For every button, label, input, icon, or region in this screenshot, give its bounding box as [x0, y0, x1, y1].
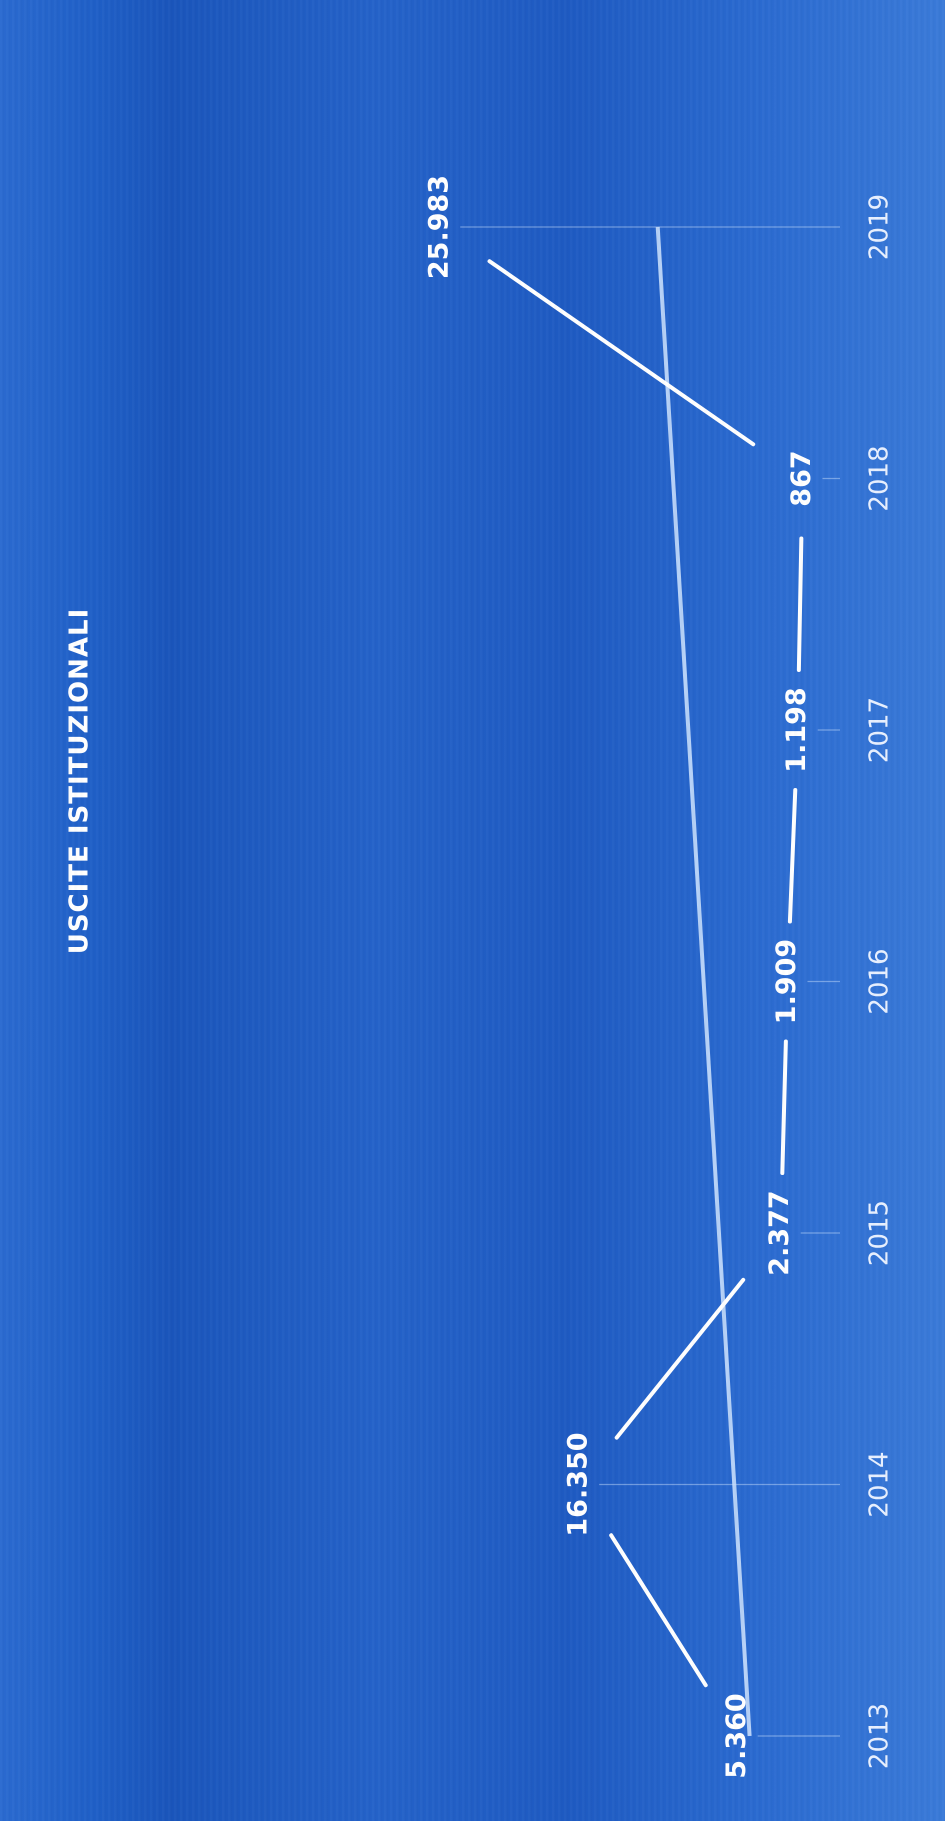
x-tick-label: 2015 — [865, 1200, 895, 1266]
trend-line — [655, 226, 752, 1737]
x-tick-label: 2016 — [865, 948, 895, 1014]
x-tick-label: 2018 — [865, 445, 895, 511]
data-label: 5.360 — [721, 1693, 752, 1778]
x-tick-label: 2017 — [865, 697, 895, 763]
series-segment — [487, 259, 756, 447]
x-tick-label: 2013 — [865, 1703, 895, 1769]
x-tick-label: 2014 — [865, 1451, 895, 1517]
series-segment — [787, 787, 798, 924]
data-label: 1.909 — [771, 939, 802, 1024]
series-segment — [609, 1533, 708, 1688]
series-segment — [780, 1039, 788, 1176]
data-label: 2.377 — [764, 1190, 795, 1275]
data-label: 867 — [786, 450, 817, 506]
chart-title: USCITE ISTITUZIONALI — [65, 608, 95, 955]
data-label: 1.198 — [781, 687, 812, 772]
x-tick-label: 2019 — [865, 194, 895, 260]
series-segment — [614, 1277, 746, 1440]
data-label: 16.350 — [563, 1432, 594, 1536]
x-axis-ticks: 2013 2014 2015 2016 2017 2018 2019 — [865, 194, 895, 1769]
series-lines — [460, 226, 840, 1737]
series-segment — [796, 536, 804, 673]
data-label: 25.983 — [424, 175, 455, 279]
trend-layer — [655, 226, 752, 1737]
value-labels: 5.360 16.350 2.377 1.909 1.198 867 25.983 — [424, 175, 817, 1779]
